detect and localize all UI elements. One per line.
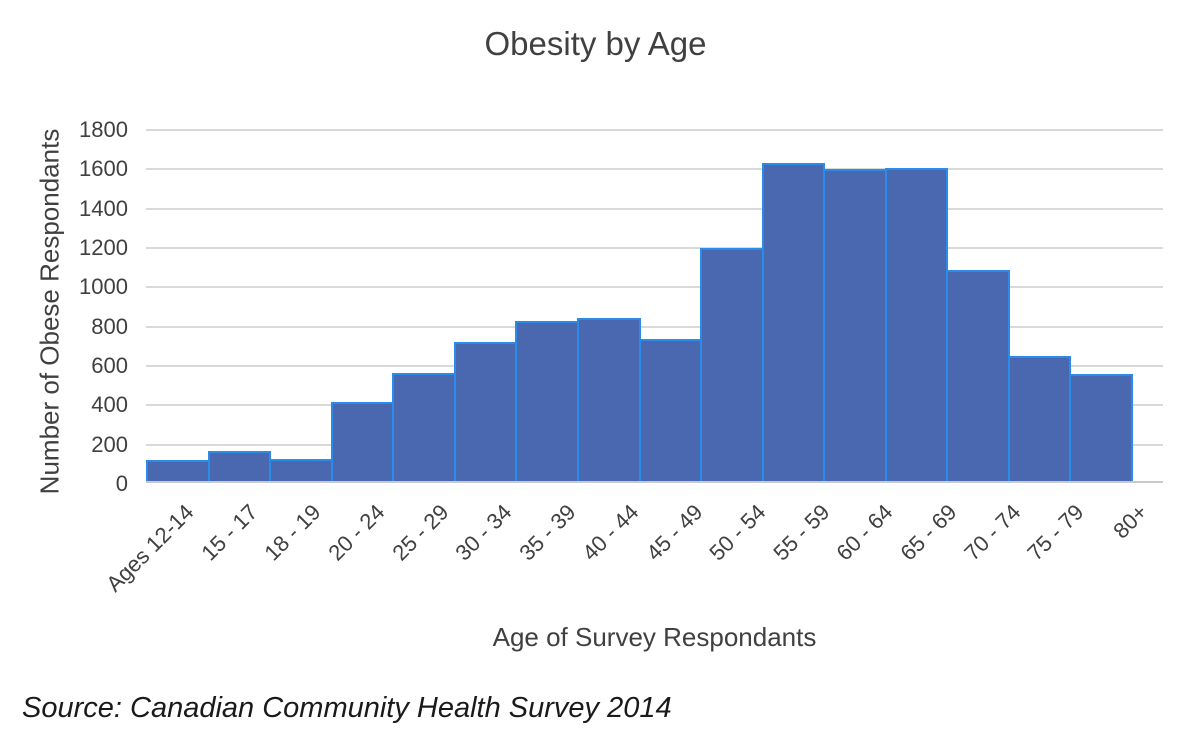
x-tick-label-65-69: 65 - 69: [895, 499, 962, 566]
y-tick-label-600: 600: [91, 353, 128, 378]
x-tick-label-75-79: 75 - 79: [1022, 499, 1089, 566]
source-note: Source: Canadian Community Health Survey…: [22, 692, 672, 724]
y-tick-label-400: 400: [91, 392, 128, 418]
bar-65-69: [884, 168, 949, 483]
x-tick-label-55-59: 55 - 59: [768, 499, 835, 566]
bar-75-79: [1007, 356, 1072, 483]
bar-50-54: [700, 247, 764, 483]
x-tick-label-15-17: 15 - 17: [196, 499, 263, 566]
y-tick-label-1600: 1600: [79, 156, 128, 182]
gridline-1600: [146, 168, 1163, 171]
x-tick-label-50-54: 50 - 54: [704, 499, 771, 566]
x-tick-label-ages12-14: Ages 12-14: [101, 499, 199, 597]
x-tick-label-35-39: 35 - 39: [514, 499, 581, 566]
bar-80+: [1069, 373, 1133, 483]
x-axis-title: Age of Survey Respondants: [492, 622, 817, 652]
y-tick-label-800: 800: [91, 313, 128, 339]
gridline-1400: [146, 207, 1163, 210]
bar-40-44: [576, 317, 641, 483]
x-axis-line: [146, 481, 1163, 483]
x-tick-label-18-19: 18 - 19: [259, 499, 326, 566]
gridline-800: [146, 325, 1163, 328]
y-tick-label-1000: 1000: [79, 274, 128, 300]
x-tick-label-25-29: 25 - 29: [386, 499, 454, 566]
bar-20-24: [330, 402, 395, 483]
x-tick-label-40-44: 40 - 44: [577, 499, 644, 566]
bar-30-34: [453, 342, 518, 483]
bar-15-17: [207, 450, 272, 483]
gridline-1200: [146, 247, 1163, 249]
y-axis-title: Number of Obese Respondants: [34, 128, 65, 495]
gridline-1000: [146, 286, 1163, 289]
chart-title: Obesity by Age: [484, 25, 707, 62]
bar-ages12-14: [146, 460, 210, 483]
gridline-1800: [146, 129, 1163, 131]
bar-35-39: [515, 320, 579, 483]
x-tick-label-30-34: 30 - 34: [450, 499, 517, 566]
x-tick-label-20-24: 20 - 24: [323, 499, 390, 566]
x-tick-label-45-49: 45 - 49: [641, 499, 708, 566]
bar-18-19: [269, 459, 333, 483]
bar-55-59: [761, 163, 826, 483]
bar-60-64: [823, 169, 887, 483]
bar-70-74: [946, 269, 1010, 483]
y-tick-label-200: 200: [91, 431, 128, 457]
y-tick-label-1800: 1800: [79, 117, 128, 142]
bar-25-29: [392, 372, 456, 483]
x-tick-label-60-64: 60 - 64: [831, 499, 898, 566]
x-tick-label-70-74: 70 - 74: [958, 499, 1026, 566]
y-tick-label-0: 0: [115, 471, 128, 496]
bar-series: [146, 129, 1163, 483]
bar-45-49: [638, 339, 703, 483]
y-tick-label-1200: 1200: [79, 235, 128, 260]
x-tick-label-80+: 80+: [1108, 499, 1153, 544]
y-tick-label-1400: 1400: [79, 195, 128, 221]
plot-area: [146, 129, 1163, 483]
